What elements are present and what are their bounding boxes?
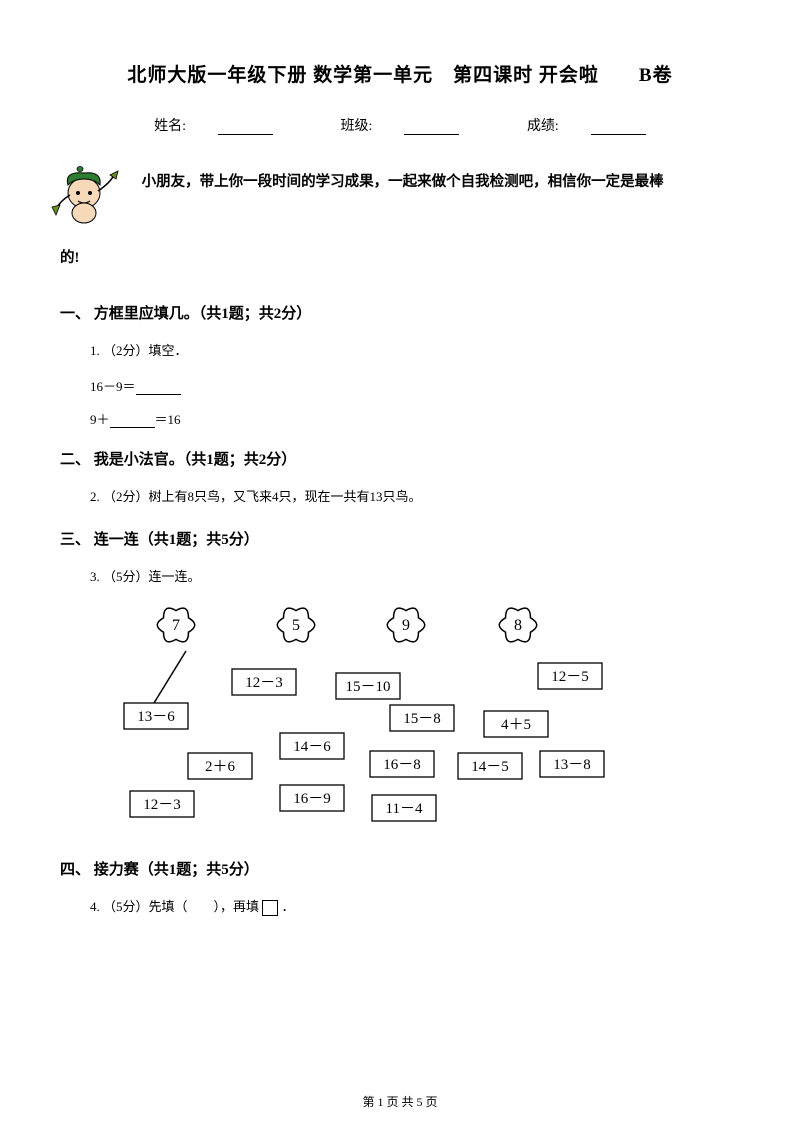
question-2: 2. （2分）树上有8只鸟，又飞来4只，现在一共有13只鸟。 (90, 485, 740, 508)
question-1: 1. （2分）填空． (90, 339, 740, 362)
equation-1: 16－9＝ (90, 376, 740, 395)
svg-text:16－8: 16－8 (383, 757, 421, 773)
diagram-svg: 7 5 9 8 12－3 15－10 12－5 13－6 15－8 4＋5 14－6 2＋6 16－8 1… (100, 603, 640, 833)
svg-text:4＋5: 4＋5 (501, 717, 531, 733)
svg-text:12－3: 12－3 (245, 675, 283, 691)
equation-2: 9＋＝16 (90, 409, 740, 428)
svg-text:11－4: 11－4 (386, 801, 423, 817)
svg-text:8: 8 (514, 617, 522, 634)
svg-text:15－8: 15－8 (403, 711, 441, 727)
section-4-heading: 四、 接力赛（共1题；共5分） (60, 858, 740, 879)
class-blank[interactable] (404, 119, 459, 135)
question-4: 4. （5分）先填（ ），再填 ． (90, 895, 740, 918)
svg-text:9: 9 (402, 617, 410, 634)
intro-text-2: 的! (60, 250, 79, 266)
svg-text:14－6: 14－6 (293, 739, 331, 755)
score-label: 成绩: (527, 119, 559, 134)
question-3: 3. （5分）连一连。 (90, 565, 740, 588)
answer-blank[interactable] (136, 381, 181, 395)
student-info-line: 姓名: 班级: 成绩: (60, 115, 740, 135)
matching-diagram: 7 5 9 8 12－3 15－10 12－5 13－6 15－8 4＋5 14－6 2＋6 16－8 1… (100, 603, 740, 838)
svg-text:12－5: 12－5 (551, 669, 589, 685)
svg-text:16－9: 16－9 (293, 791, 331, 807)
svg-text:5: 5 (292, 617, 300, 634)
page-title: 北师大版一年级下册 数学第一单元 第四课时 开会啦 B卷 (60, 60, 740, 87)
svg-text:14－5: 14－5 (471, 759, 509, 775)
intro-block: 小朋友，带上你一段时间的学习成果，一起来做个自我检测吧，相信你一定是最棒 的! (60, 165, 740, 276)
class-label: 班级: (341, 119, 373, 134)
answer-blank[interactable] (110, 414, 155, 428)
svg-text:2＋6: 2＋6 (205, 759, 236, 775)
svg-text:13－6: 13－6 (137, 709, 175, 725)
answer-box-icon[interactable] (262, 900, 278, 916)
score-blank[interactable] (591, 119, 646, 135)
svg-text:12－3: 12－3 (143, 797, 181, 813)
section-3-heading: 三、 连一连（共1题；共5分） (60, 528, 740, 549)
svg-text:13－8: 13－8 (553, 757, 591, 773)
intro-text-1: 小朋友，带上你一段时间的学习成果，一起来做个自我检测吧，相信你一定是最棒 (142, 174, 664, 190)
svg-text:15－10: 15－10 (345, 679, 390, 695)
page-footer: 第 1 页 共 5 页 (0, 1093, 800, 1110)
name-blank[interactable] (218, 119, 273, 135)
section-2-heading: 二、 我是小法官。（共1题；共2分） (60, 448, 740, 469)
name-label: 姓名: (154, 119, 186, 134)
section-1-heading: 一、 方框里应填几。（共1题；共2分） (60, 302, 740, 323)
mascot-icon (50, 165, 128, 241)
svg-text:7: 7 (172, 617, 180, 634)
